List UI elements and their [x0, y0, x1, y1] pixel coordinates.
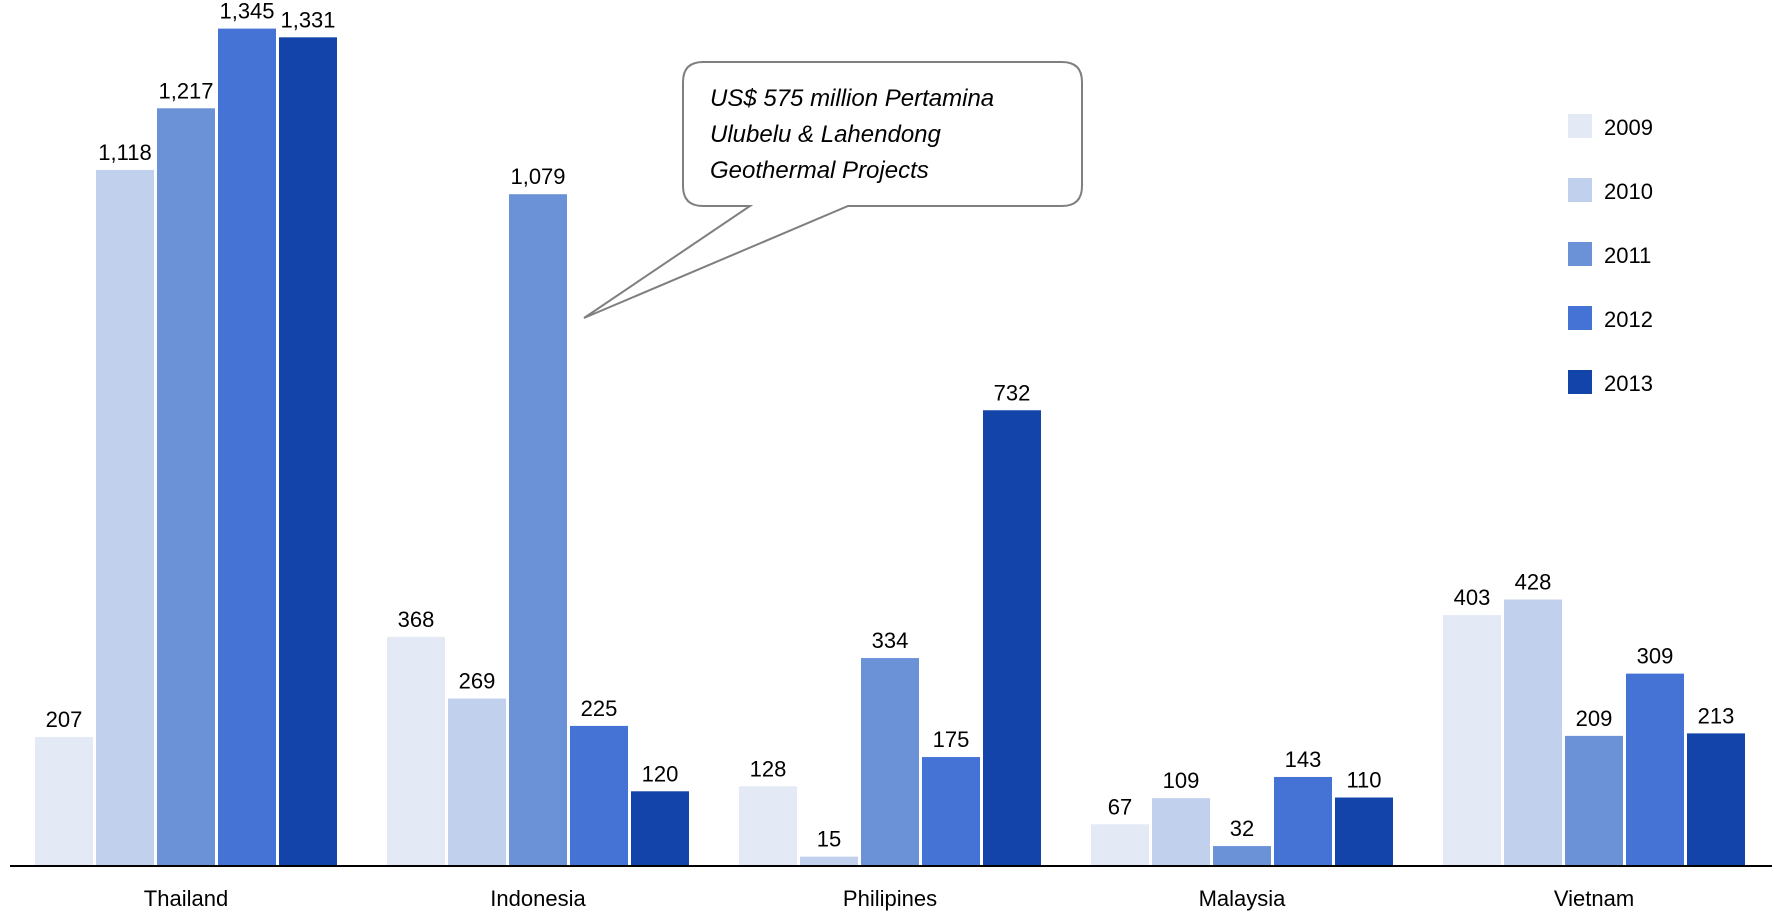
value-label-philipines-2013: 732 — [994, 380, 1031, 405]
value-label-malaysia-2009: 67 — [1108, 794, 1132, 819]
bar-malaysia-2012 — [1274, 776, 1332, 866]
bar-vietnam-2013 — [1687, 733, 1745, 866]
bar-thailand-2013 — [279, 37, 337, 867]
bar-vietnam-2011 — [1565, 735, 1623, 866]
legend-swatch-2012 — [1568, 306, 1592, 330]
value-label-thailand-2012: 1,345 — [219, 0, 274, 24]
value-label-philipines-2012: 175 — [933, 727, 970, 752]
value-label-vietnam-2013: 213 — [1698, 703, 1735, 728]
value-label-thailand-2010: 1,118 — [98, 140, 151, 165]
callout-line-1: US$ 575 million Pertamina — [710, 85, 994, 112]
legend-swatch-2009 — [1568, 114, 1592, 138]
value-label-vietnam-2010: 428 — [1515, 570, 1552, 595]
legend-label-2012: 2012 — [1604, 307, 1653, 332]
bar-thailand-2011 — [157, 108, 215, 867]
bar-philipines-2012 — [922, 757, 980, 866]
bar-malaysia-2009 — [1091, 824, 1149, 866]
bar-indonesia-2010 — [448, 698, 506, 866]
callout-bubble — [583, 61, 1083, 319]
bar-philipines-2013 — [983, 410, 1041, 866]
bar-thailand-2012 — [218, 28, 276, 866]
bar-indonesia-2009 — [387, 636, 445, 866]
annotation-callout: US$ 575 million Pertamina Ulubelu & Lahen… — [583, 61, 1083, 319]
legend-label-2009: 2009 — [1604, 115, 1653, 140]
bar-vietnam-2010 — [1504, 599, 1562, 866]
bar-malaysia-2013 — [1335, 797, 1393, 866]
value-label-philipines-2009: 128 — [750, 756, 787, 781]
bar-philipines-2011 — [861, 658, 919, 866]
value-label-vietnam-2012: 309 — [1637, 644, 1674, 669]
value-label-malaysia-2012: 143 — [1285, 747, 1322, 772]
callout-text: US$ 575 million Pertamina Ulubelu & Lahen… — [710, 85, 994, 184]
callout-line-2: Ulubelu & Lahendong — [710, 121, 942, 148]
legend: 2009 2010 2011 2012 2013 — [1568, 114, 1653, 396]
bar-indonesia-2013 — [631, 791, 689, 866]
bar-thailand-2010 — [96, 169, 154, 866]
value-label-malaysia-2011: 32 — [1230, 816, 1254, 841]
bar-malaysia-2011 — [1213, 846, 1271, 866]
value-label-indonesia-2009: 368 — [398, 607, 435, 632]
value-label-malaysia-2013: 110 — [1346, 768, 1381, 793]
value-label-vietnam-2009: 403 — [1454, 585, 1491, 610]
value-label-indonesia-2011: 1,079 — [510, 164, 565, 189]
legend-swatch-2010 — [1568, 178, 1592, 202]
legend-label-2011: 2011 — [1604, 243, 1651, 268]
category-labels-group: Thailand Indonesia Philipines Malaysia Vietn… — [144, 886, 1634, 911]
bar-vietnam-2009 — [1443, 615, 1501, 866]
category-label-thailand: Thailand — [144, 886, 228, 911]
category-label-indonesia: Indonesia — [490, 886, 586, 911]
bar-philipines-2010 — [800, 856, 858, 866]
value-label-indonesia-2013: 120 — [642, 761, 679, 786]
category-label-vietnam: Vietnam — [1554, 886, 1634, 911]
bar-indonesia-2011 — [509, 194, 567, 866]
bars-group — [35, 28, 1745, 867]
value-label-philipines-2011: 334 — [872, 628, 909, 653]
value-label-thailand-2013: 1,331 — [280, 7, 335, 32]
value-label-thailand-2011: 1,217 — [158, 78, 213, 103]
bar-philipines-2009 — [739, 786, 797, 866]
bar-vietnam-2012 — [1626, 673, 1684, 866]
legend-swatch-2011 — [1568, 242, 1592, 266]
category-label-philipines: Philipines — [843, 886, 937, 911]
legend-label-2013: 2013 — [1604, 371, 1653, 396]
value-label-indonesia-2012: 225 — [581, 696, 618, 721]
callout-line-3: Geothermal Projects — [710, 157, 929, 184]
value-labels-group: 207 1,118 1,217 1,345 1,331 368 269 1,079 225 120… — [46, 0, 1735, 852]
category-label-malaysia: Malaysia — [1199, 886, 1287, 911]
value-label-indonesia-2010: 269 — [459, 669, 496, 694]
bar-indonesia-2012 — [570, 725, 628, 866]
value-label-philipines-2010: 15 — [817, 827, 841, 852]
bar-malaysia-2010 — [1152, 798, 1210, 866]
value-label-thailand-2009: 207 — [46, 707, 83, 732]
bar-thailand-2009 — [35, 737, 93, 866]
value-label-vietnam-2011: 209 — [1576, 706, 1613, 731]
value-label-malaysia-2010: 109 — [1163, 768, 1200, 793]
legend-swatch-2013 — [1568, 370, 1592, 394]
legend-label-2010: 2010 — [1604, 179, 1653, 204]
